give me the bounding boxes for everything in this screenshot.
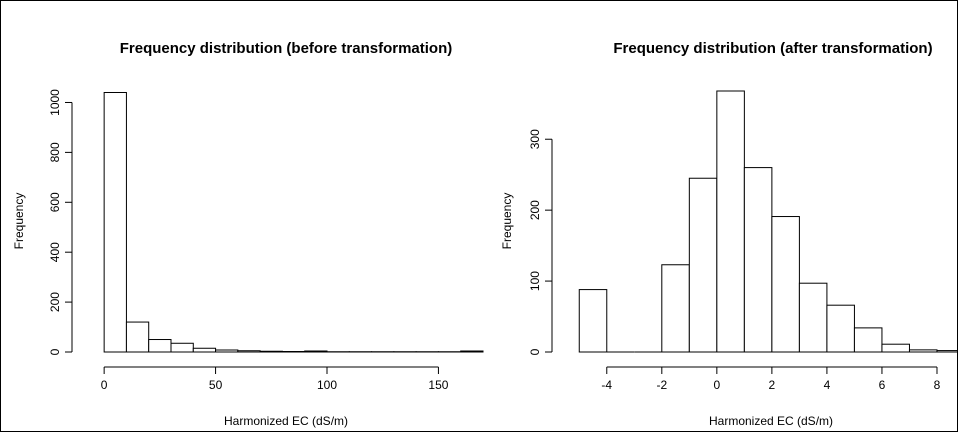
histogram-bar [461, 351, 483, 352]
x-tick-label: -4 [601, 378, 612, 392]
x-tick-label: 0 [714, 378, 721, 392]
y-tick-label: 600 [48, 192, 62, 212]
x-tick-label: 100 [317, 378, 337, 392]
y-axis-label-left: Frequency [12, 193, 26, 250]
histogram-left: 0 200 400 600 800 1000 0 50 100 150 [48, 89, 483, 392]
x-tick-label: 0 [101, 378, 108, 392]
x-tick-label: 150 [428, 378, 448, 392]
y-tick-label: 200 [528, 200, 542, 220]
y-tick-label: 300 [528, 129, 542, 149]
x-axis-label-right: Harmonized EC (dS/m) [709, 414, 833, 428]
y-tick-label: 1000 [48, 89, 62, 116]
histogram-bar [717, 91, 745, 352]
histogram-bar [827, 305, 855, 352]
histogram-right: 0 100 200 300 -4 -2 0 2 4 6 8 [528, 91, 957, 392]
x-axis-label-left: Harmonized EC (dS/m) [224, 414, 348, 428]
histogram-bar [854, 328, 882, 352]
histogram-bar [126, 322, 148, 352]
histogram-bar [579, 290, 607, 352]
histogram-bar [193, 348, 215, 352]
chart-title-left: Frequency distribution (before transform… [120, 40, 453, 57]
histogram-bar [799, 283, 827, 352]
histogram-bar [238, 351, 260, 352]
histogram-bar [662, 265, 690, 352]
x-tick-label: 2 [769, 378, 776, 392]
y-tick-label: 400 [48, 242, 62, 262]
histogram-bar [305, 351, 327, 352]
histogram-bar [937, 351, 957, 352]
y-axis-label-right: Frequency [500, 193, 514, 250]
y-tick-label: 800 [48, 142, 62, 162]
y-tick-label: 200 [48, 292, 62, 312]
x-tick-label: -2 [656, 378, 667, 392]
histogram-bar [772, 217, 800, 352]
histogram-bar [171, 343, 193, 352]
histogram-bar [882, 344, 910, 352]
histogram-bar [104, 92, 126, 352]
histogram-bar [216, 350, 238, 352]
histogram-bar [744, 168, 772, 352]
x-tick-label: 8 [934, 378, 941, 392]
x-tick-label: 50 [209, 378, 223, 392]
x-tick-label: 6 [879, 378, 886, 392]
histogram-bar [689, 178, 717, 352]
x-tick-label: 4 [824, 378, 831, 392]
y-tick-label: 0 [48, 348, 62, 355]
y-tick-label: 0 [528, 348, 542, 355]
histogram-bar [149, 340, 171, 352]
y-tick-label: 100 [528, 271, 542, 291]
histogram-bar [260, 351, 282, 352]
histogram-bar [909, 350, 937, 352]
chart-title-right: Frequency distribution (after transforma… [613, 40, 932, 57]
